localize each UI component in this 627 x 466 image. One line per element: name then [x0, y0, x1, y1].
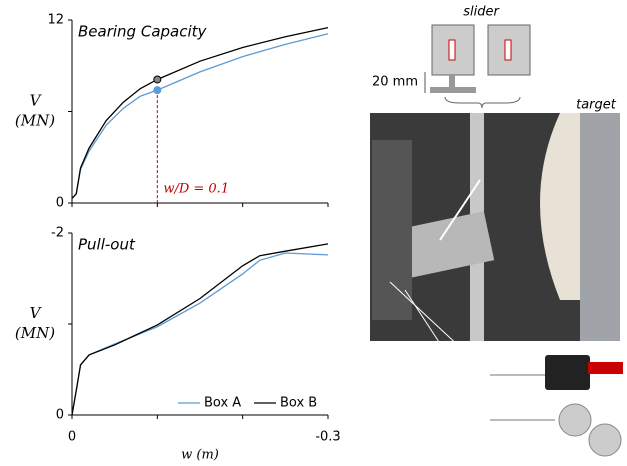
highlight-point: [153, 75, 162, 84]
slider-diagram: slider 20 mm target: [372, 5, 617, 113]
slot: [504, 39, 512, 61]
chart-title: Bearing Capacity: [78, 23, 208, 41]
laser-sensor: [545, 355, 590, 390]
beam: [372, 140, 412, 320]
y-axis-label: V: [30, 304, 43, 322]
stem: [449, 75, 455, 87]
chart: 0 -2 0 -0.3 Pull-out V (MN) w (m) Box A Box B: [15, 226, 341, 463]
slider-block: [395, 211, 495, 279]
photo-panel: [370, 113, 623, 457]
series-line: [71, 26, 329, 199]
slot: [448, 39, 456, 61]
x-axis-label: w (m): [181, 448, 219, 463]
x-tick-label: -0.3: [315, 430, 340, 445]
sensor-cable: [588, 362, 623, 374]
highlight-point: [153, 86, 162, 95]
series-line: [71, 252, 329, 416]
frame: [580, 113, 620, 341]
brace: [444, 96, 521, 109]
chart-title: Pull-out: [78, 236, 136, 254]
legend-label: Box B: [280, 396, 317, 411]
slider-label: slider: [463, 5, 500, 20]
y-tick-label: -2: [51, 226, 64, 241]
pointer-line: [439, 179, 481, 241]
leader-line: [389, 281, 491, 376]
y-tick-label: 0: [56, 408, 64, 423]
y-tick-label: 12: [47, 13, 64, 28]
y-axis-label: (MN): [15, 112, 55, 130]
target-label: target: [576, 98, 617, 113]
series-line: [71, 243, 329, 416]
y-axis-label: V: [30, 92, 43, 110]
annotation-label: w/D = 0.1: [163, 182, 229, 197]
chart: 0 12 Bearing Capacity V (MN) w/D = 0.1: [15, 13, 329, 211]
leader-line: [404, 289, 491, 421]
legend-label: Box A: [204, 396, 241, 411]
y-axis-label: (MN): [15, 324, 55, 342]
x-tick-label: 0: [68, 430, 76, 445]
encoder: [558, 403, 592, 437]
thickness-label: 20 mm: [372, 75, 418, 90]
y-tick-label: 0: [56, 196, 64, 211]
base: [430, 87, 476, 93]
encoder: [588, 423, 622, 457]
